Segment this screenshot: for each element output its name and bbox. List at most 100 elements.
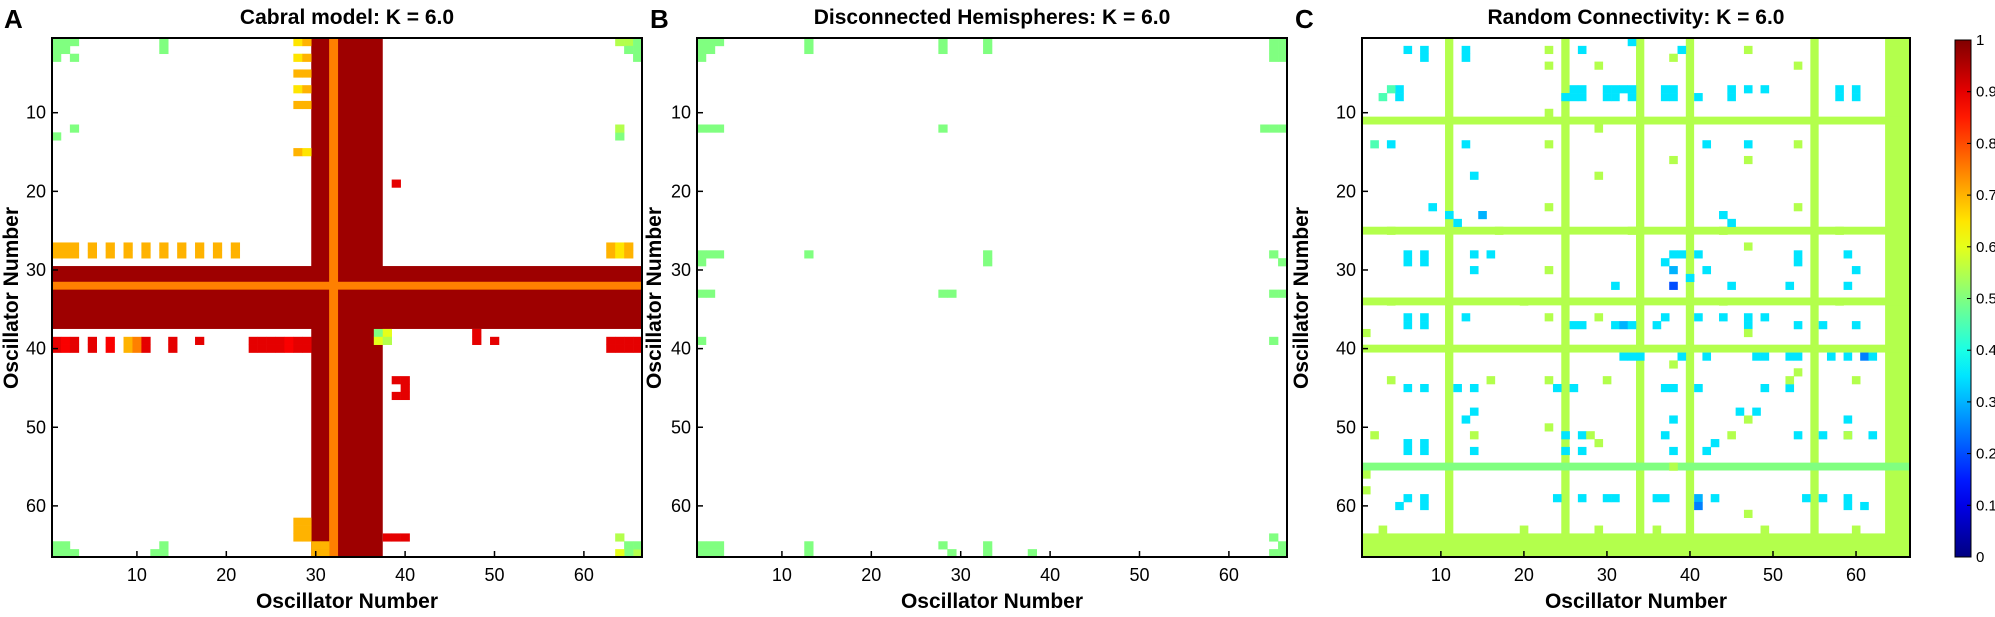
heatmap-cell [633, 344, 643, 353]
heatmap-cell [1627, 38, 1637, 47]
x-tick-label: 60 [574, 565, 594, 585]
heatmap-cell [1652, 525, 1662, 534]
heatmap-cell [615, 344, 625, 353]
heatmap-cell [624, 38, 634, 47]
y-tick-label: 40 [671, 339, 691, 359]
heatmap-cell [1552, 384, 1562, 393]
heatmap-cell [1278, 38, 1288, 47]
colorbar-tick-label: 0.9 [1976, 84, 1995, 101]
heatmap-cell [1818, 431, 1828, 440]
heatmap-cell [804, 45, 814, 55]
heatmap-cell [1278, 541, 1288, 550]
heatmap-cell [1760, 525, 1770, 534]
heatmap-cell [1453, 384, 1462, 393]
heatmap-cell [159, 250, 169, 259]
heatmap-cell [1619, 85, 1628, 94]
heatmap-cell [1445, 211, 1454, 220]
heatmap-cell [1544, 376, 1554, 385]
heatmap-cell [1752, 407, 1761, 416]
heatmap-cell [141, 344, 151, 353]
heatmap-cell [1752, 352, 1761, 361]
heatmap-cell [1702, 446, 1712, 456]
heatmap-cell [105, 336, 115, 345]
heatmap-cell [1843, 352, 1853, 361]
heatmap-cell [1420, 446, 1429, 456]
heatmap-cell [1727, 93, 1736, 102]
heatmap-cell [1278, 289, 1288, 298]
heatmap-cell [1660, 384, 1670, 393]
y-tick-label: 60 [1336, 496, 1356, 516]
heatmap-cell [1428, 203, 1438, 212]
heatmap-cell [1611, 494, 1620, 503]
y-tick-label: 10 [671, 103, 691, 123]
heatmap-cell [141, 250, 151, 259]
heatmap-cell [275, 336, 285, 345]
heatmap-cell [633, 38, 643, 47]
heatmap-cell [159, 549, 169, 558]
heatmap-cell [697, 289, 707, 298]
heatmap-cell [1453, 218, 1462, 228]
heatmap-cell [195, 336, 205, 345]
colorbar-tick-label: 0.4 [1976, 342, 1995, 359]
y-tick-label: 50 [26, 417, 46, 437]
heatmap-cell [230, 250, 241, 259]
heatmap-cell [624, 250, 634, 259]
heatmap-cell [1420, 313, 1429, 322]
heatmap-cell [1544, 203, 1554, 212]
y-tick-label: 60 [671, 496, 691, 516]
heatmap-cell [293, 525, 303, 534]
heatmap-cell [1669, 53, 1678, 62]
heatmap-cell [1785, 384, 1795, 393]
heatmap-cell [697, 549, 707, 558]
heatmap-cell [1727, 218, 1736, 228]
x-axis-ticks: 10 20 30 40 50 60 [127, 551, 594, 585]
heatmap-cell [1851, 93, 1861, 102]
heatmap-cell [1652, 494, 1662, 503]
heatmap-cell [400, 384, 410, 393]
heatmap-cell [1469, 266, 1479, 275]
heatmap-cell [302, 69, 312, 78]
heatmap-cell [1403, 439, 1413, 448]
heatmap-cell [1403, 446, 1413, 456]
heatmap-cell [105, 242, 115, 251]
y-tick-label: 20 [26, 181, 46, 201]
heatmap-cell [1694, 250, 1703, 259]
heatmap-cell [1793, 258, 1803, 267]
heatmap-cell [1793, 321, 1803, 330]
colorbar-tick-label: 1 [1976, 32, 1984, 49]
heatmap-cell [302, 344, 312, 353]
heatmap-cell [1561, 431, 1570, 440]
heatmap-cell [1386, 297, 1396, 306]
heatmap-cell [1403, 258, 1413, 267]
colorbar-tick-label: 0.1 [1976, 497, 1995, 514]
heatmap-cell [391, 391, 401, 401]
heatmap-cell [382, 533, 392, 542]
heatmap-cell [105, 344, 115, 353]
heatmap-cell [1586, 431, 1595, 440]
heatmap-cell [69, 38, 80, 47]
heatmap-cell [302, 525, 312, 534]
x-tick-label: 60 [1846, 565, 1866, 585]
heatmap-cell [624, 45, 634, 55]
heatmap-cell [1760, 313, 1770, 322]
heatmap-cell [697, 53, 707, 62]
heatmap-cell [293, 533, 303, 542]
heatmap-cell [1677, 45, 1687, 55]
heatmap-cell [1851, 525, 1861, 534]
heatmap-cell [714, 549, 725, 558]
heatmap-cell [1269, 533, 1279, 542]
heatmap-cell [1469, 431, 1479, 440]
heatmap-cell [1735, 407, 1745, 416]
x-tick-label: 30 [951, 565, 971, 585]
heatmap-cell [1694, 501, 1703, 511]
heatmap-cell [1843, 494, 1853, 503]
heatmap-cell [52, 549, 62, 558]
x-axis-label: Oscillator Number [1545, 590, 1727, 613]
heatmap-cell [1719, 313, 1728, 322]
heatmap-cell [1719, 226, 1728, 235]
heatmap-cell [1403, 494, 1413, 503]
heatmap-cell [615, 336, 625, 345]
heatmap-cell [1627, 85, 1637, 94]
heatmap-cell [1793, 140, 1803, 149]
heatmap-cell [1577, 494, 1587, 503]
